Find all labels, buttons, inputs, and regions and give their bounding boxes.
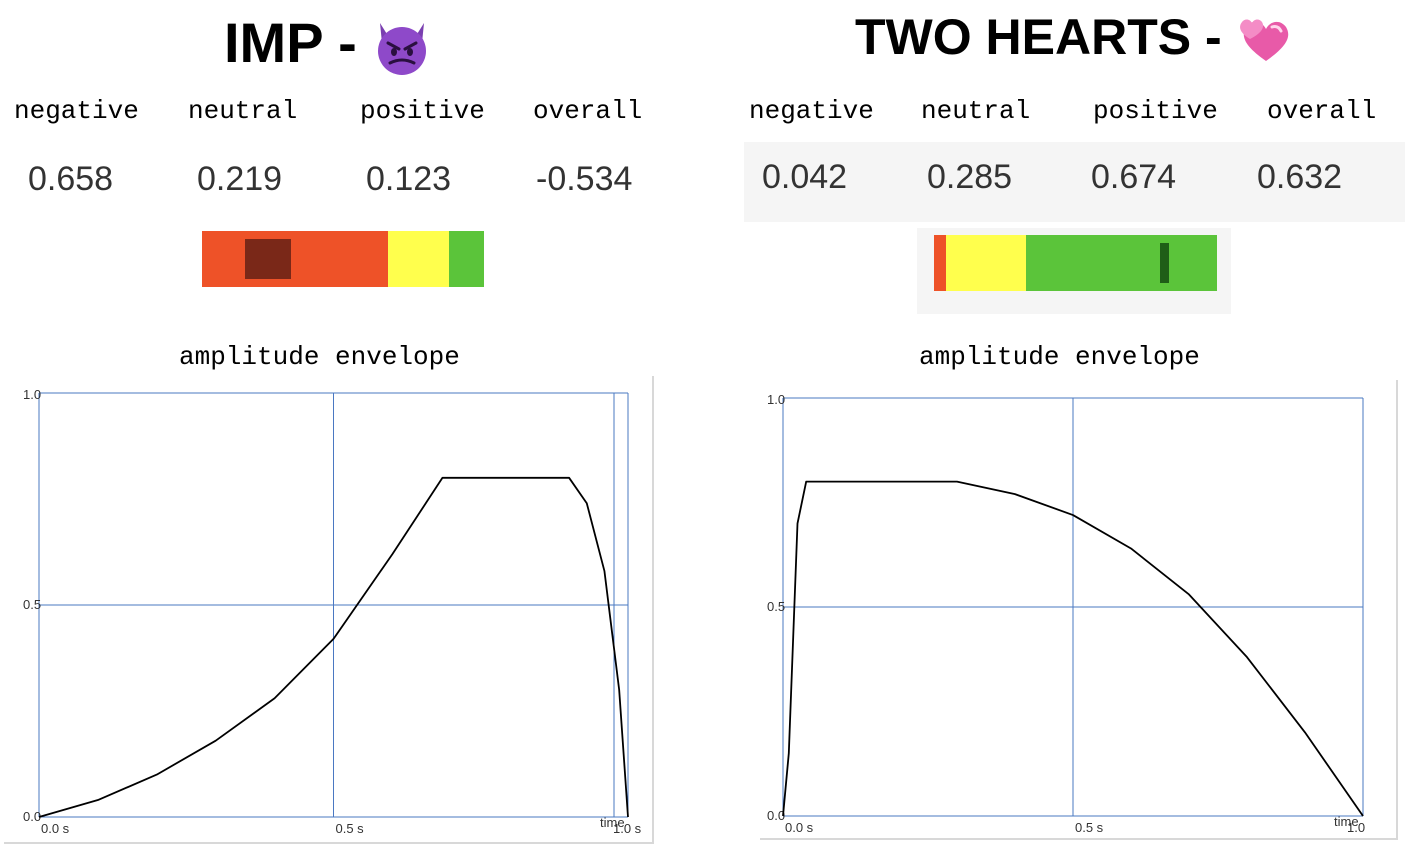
two-hearts-value-negative: 0.042 [762, 158, 848, 196]
x-tick-label: 1.0 s [613, 821, 642, 836]
two-hearts-bar-neutral [945, 235, 1027, 291]
two-hearts-value-positive: 0.674 [1091, 158, 1177, 196]
imp-header-overall: overall [533, 96, 643, 126]
envelope-line [38, 476, 629, 818]
imp-value-positive: 0.123 [366, 160, 452, 198]
envelope-line [782, 480, 1364, 817]
two-hearts-header-positive: positive [1093, 96, 1218, 126]
imp-bar-neutral [387, 231, 450, 287]
two-hearts-sentiment-bar [934, 235, 1217, 291]
y-tick-label: 1.0 [23, 387, 41, 402]
two-hearts-icon [1239, 19, 1288, 61]
two-hearts-header-neutral: neutral [921, 96, 1031, 126]
two-hearts-header-overall: overall [1267, 96, 1377, 126]
imp-value-overall: -0.534 [536, 160, 633, 198]
x-axis-label: time [600, 815, 625, 830]
imp-value-neutral: 0.219 [197, 160, 283, 198]
imp-bar-negative [202, 231, 388, 287]
x-tick-label: 0.5 s [1075, 820, 1104, 835]
x-tick-label: 0.0 s [785, 820, 814, 835]
two-hearts-value-overall: 0.632 [1257, 158, 1343, 196]
imp-header-positive: positive [360, 96, 485, 126]
imp-envelope-title: amplitude envelope [179, 342, 460, 372]
imp-bar-overall-marker [244, 239, 291, 279]
y-tick-label: 0.0 [23, 809, 41, 824]
imp-panel: IMP - negative neutral positive overall … [4, 10, 654, 844]
x-tick-label: 1.0 [1347, 820, 1365, 835]
imp-header-neutral: neutral [188, 96, 298, 126]
two-hearts-bar-negative [934, 235, 946, 291]
imp-sentiment-bar [202, 231, 484, 287]
two-hearts-envelope-title: amplitude envelope [919, 342, 1200, 372]
imp-bar-positive [449, 231, 484, 287]
imp-title: IMP - [224, 10, 432, 77]
imp-value-negative: 0.658 [28, 160, 114, 198]
smiling-imp-icon [378, 23, 427, 76]
two-hearts-value-neutral: 0.285 [927, 158, 1013, 196]
x-axis-label: time [1334, 814, 1359, 829]
imp-title-text: IMP - [224, 11, 357, 74]
y-tick-label: 0.5 [23, 597, 41, 612]
two-hearts-score-background [744, 142, 1405, 222]
two-hearts-title-text: TWO HEARTS - [855, 9, 1222, 65]
two-hearts-envelope-chart: 0.0 0.5 1.0 0.0 s 0.5 s 1.0 time [760, 380, 1398, 840]
y-tick-label: 0.0 [767, 808, 785, 823]
y-tick-label: 0.5 [767, 599, 785, 614]
y-tick-label: 1.0 [767, 392, 785, 407]
imp-envelope-chart: 0.0 0.5 1.0 0.0 s 0.5 s 1.0 s time [4, 376, 654, 844]
x-tick-label: 0.5 s [336, 821, 365, 836]
two-hearts-title: TWO HEARTS - [855, 8, 1294, 67]
two-hearts-bar-overall-marker [1160, 243, 1170, 283]
two-hearts-bar-positive [1026, 235, 1217, 291]
two-hearts-header-negative: negative [749, 96, 874, 126]
x-tick-label: 0.0 s [41, 821, 70, 836]
imp-header-negative: negative [14, 96, 139, 126]
two-hearts-panel: TWO HEARTS - negative neutral positive o… [709, 0, 1418, 858]
